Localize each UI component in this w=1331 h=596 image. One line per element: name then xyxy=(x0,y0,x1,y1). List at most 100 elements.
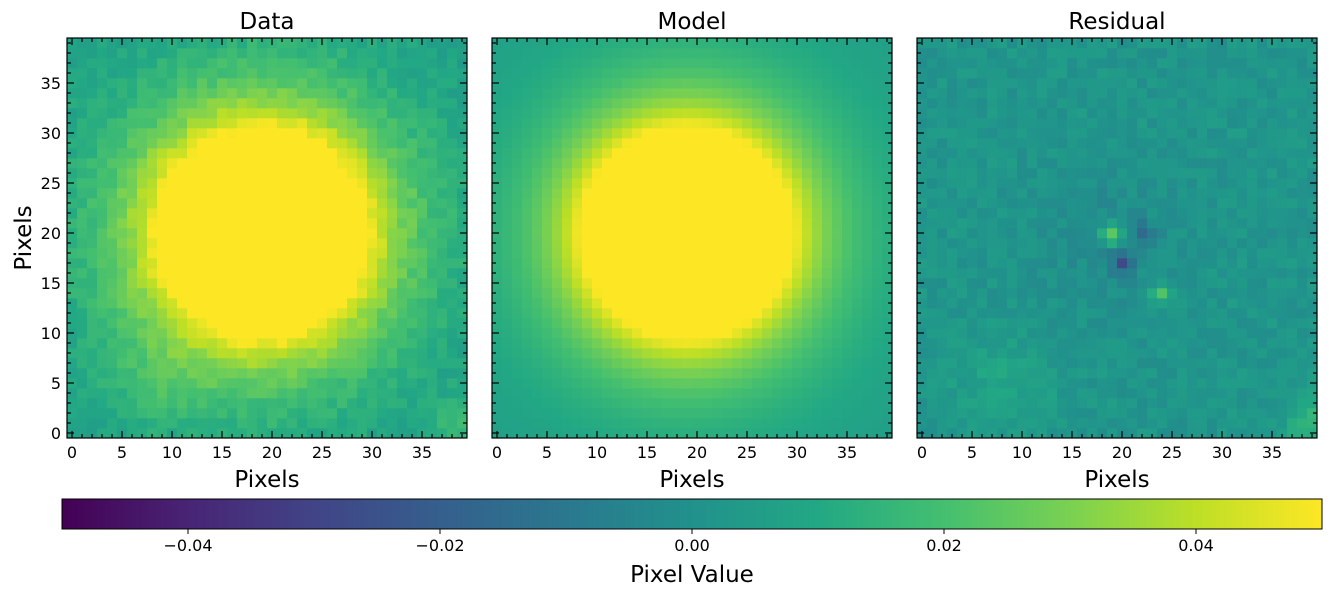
heatmap-cell xyxy=(77,158,88,169)
heatmap-cell xyxy=(287,268,298,279)
heatmap-cell xyxy=(157,258,168,269)
heatmap-cell xyxy=(1027,98,1038,109)
heatmap-cell xyxy=(1227,188,1238,199)
heatmap-cell xyxy=(287,98,298,109)
heatmap-cell xyxy=(622,98,633,109)
heatmap-cell xyxy=(377,78,388,89)
y-tick-label: 20 xyxy=(41,224,61,243)
heatmap-cell xyxy=(612,298,623,309)
heatmap-cell xyxy=(1107,238,1118,249)
heatmap-cell xyxy=(1087,118,1098,129)
heatmap-cell xyxy=(1007,348,1018,359)
heatmap-cell xyxy=(1217,378,1228,389)
heatmap-cell xyxy=(1187,208,1198,219)
heatmap-cell xyxy=(327,288,338,299)
heatmap-cell xyxy=(722,318,733,329)
heatmap-cell xyxy=(802,308,813,319)
heatmap-cell xyxy=(437,428,448,439)
heatmap-cell xyxy=(1217,368,1228,379)
heatmap-cell xyxy=(602,188,613,199)
heatmap-cell xyxy=(947,188,958,199)
heatmap-cell xyxy=(77,238,88,249)
heatmap-cell xyxy=(97,268,108,279)
heatmap-cell xyxy=(977,168,988,179)
heatmap-cell xyxy=(237,98,248,109)
heatmap-cell xyxy=(367,48,378,59)
heatmap-cell xyxy=(1187,118,1198,129)
heatmap-cell xyxy=(752,338,763,349)
heatmap-cell xyxy=(357,228,368,239)
heatmap-cell xyxy=(692,178,703,189)
heatmap-cell xyxy=(197,68,208,79)
heatmap-cell xyxy=(87,288,98,299)
heatmap-cell xyxy=(1127,398,1138,409)
heatmap-cell xyxy=(237,298,248,309)
x-tick-label: 30 xyxy=(787,443,807,462)
heatmap-cell xyxy=(512,188,523,199)
heatmap-cell xyxy=(937,248,948,259)
heatmap-cell xyxy=(1187,138,1198,149)
heatmap-cell xyxy=(77,138,88,149)
heatmap-cell xyxy=(1217,148,1228,159)
heatmap-cell xyxy=(812,268,823,279)
heatmap-cell xyxy=(1147,378,1158,389)
heatmap-cell xyxy=(1067,158,1078,169)
heatmap-cell xyxy=(957,308,968,319)
heatmap-cell xyxy=(947,158,958,169)
x-tick-label: 5 xyxy=(542,443,552,462)
heatmap-cell xyxy=(742,228,753,239)
heatmap-cell xyxy=(1247,138,1258,149)
heatmap-cell xyxy=(522,318,533,329)
heatmap-cell xyxy=(1237,108,1248,119)
heatmap-cell xyxy=(1107,68,1118,79)
heatmap-cell xyxy=(722,248,733,259)
heatmap-cell xyxy=(437,238,448,249)
heatmap-cell xyxy=(187,258,198,269)
heatmap-cell xyxy=(267,288,278,299)
heatmap-cell xyxy=(1127,338,1138,349)
heatmap-cell xyxy=(1057,368,1068,379)
heatmap-cell xyxy=(277,428,288,439)
heatmap-cell xyxy=(722,198,733,209)
heatmap-cell xyxy=(1177,328,1188,339)
heatmap-cell xyxy=(287,158,298,169)
heatmap-cell xyxy=(337,378,348,389)
heatmap-cell xyxy=(732,228,743,239)
heatmap-cell xyxy=(592,368,603,379)
heatmap-cell xyxy=(702,338,713,349)
heatmap-cell xyxy=(397,208,408,219)
heatmap-cell xyxy=(772,148,783,159)
heatmap-cell xyxy=(957,228,968,239)
heatmap-cell xyxy=(782,238,793,249)
x-tick-label: 35 xyxy=(412,443,432,462)
heatmap-cell xyxy=(167,148,178,159)
heatmap-cell xyxy=(117,368,128,379)
heatmap-cell xyxy=(862,68,873,79)
heatmap-cell xyxy=(87,48,98,59)
heatmap-cell xyxy=(147,428,158,439)
heatmap-cell xyxy=(307,408,318,419)
heatmap-cell xyxy=(1067,148,1078,159)
heatmap-cell xyxy=(1197,208,1208,219)
heatmap-cell xyxy=(1207,378,1218,389)
heatmap-cell xyxy=(552,378,563,389)
heatmap-cell xyxy=(1177,38,1188,49)
heatmap-cell xyxy=(1097,158,1108,169)
heatmap-cell xyxy=(712,288,723,299)
heatmap-cell xyxy=(167,168,178,179)
heatmap-cell xyxy=(722,188,733,199)
heatmap-cell xyxy=(1137,398,1148,409)
heatmap-cell xyxy=(512,258,523,269)
heatmap-cell xyxy=(947,128,958,139)
heatmap-cell xyxy=(1117,398,1128,409)
heatmap-cell xyxy=(317,378,328,389)
heatmap-cell xyxy=(257,98,268,109)
heatmap-cell xyxy=(437,258,448,269)
heatmap-cell xyxy=(772,358,783,369)
heatmap-cell xyxy=(1237,288,1248,299)
heatmap-cell xyxy=(572,398,583,409)
heatmap-cell xyxy=(1247,118,1258,129)
heatmap-cell xyxy=(1077,228,1088,239)
heatmap-cell xyxy=(1217,178,1228,189)
heatmap-cell xyxy=(277,388,288,399)
